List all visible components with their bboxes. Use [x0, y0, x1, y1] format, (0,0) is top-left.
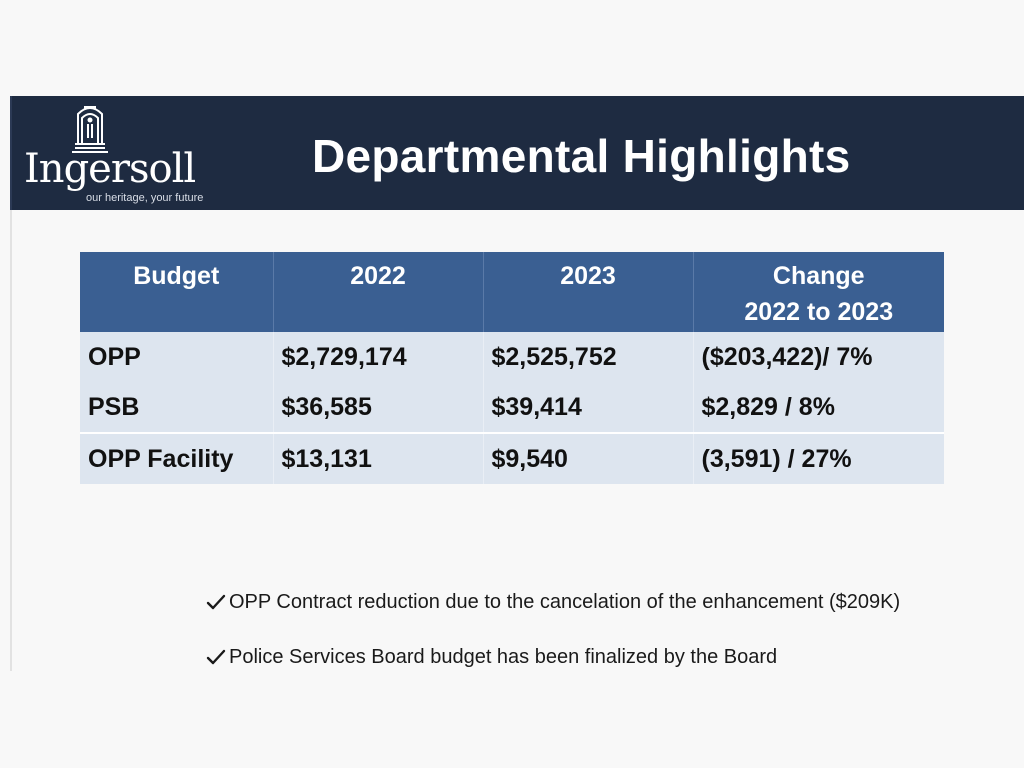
- checkmark-icon: [206, 649, 226, 665]
- town-hall-tower-icon: [72, 106, 108, 153]
- cell-2023: $9,540: [482, 432, 693, 484]
- cell-change: $2,829 / 8%: [692, 382, 944, 433]
- cell-2022: $2,729,174: [272, 332, 483, 382]
- cell-2023: $39,414: [482, 382, 693, 433]
- table-header-row: Budget 2022 2023 Change 2022 to 2023: [80, 252, 944, 332]
- budget-table: Budget 2022 2023 Change 2022 to 2023 OPP…: [80, 252, 944, 484]
- column-header-budget: Budget: [80, 252, 273, 332]
- table-row: PSB $36,585 $39,414 $2,829 / 8%: [80, 382, 944, 433]
- note-item: Police Services Board budget has been fi…: [205, 641, 985, 673]
- logo-wordmark: Ingersoll: [24, 146, 196, 192]
- cell-change: (3,591) / 27%: [692, 432, 944, 484]
- column-header-2022: 2022: [272, 252, 483, 332]
- ingersoll-logo: Ingersoll our heritage, your future: [20, 100, 220, 208]
- column-header-change: Change 2022 to 2023: [692, 252, 944, 332]
- row-label: PSB: [80, 382, 273, 433]
- cell-2023: $2,525,752: [482, 332, 693, 382]
- notes-list: OPP Contract reduction due to the cancel…: [205, 586, 985, 696]
- table-row: OPP Facility $13,131 $9,540 (3,591) / 27…: [80, 432, 944, 484]
- note-text: OPP Contract reduction due to the cancel…: [229, 590, 901, 613]
- page-title: Departmental Highlights: [312, 130, 851, 182]
- cell-2022: $13,131: [272, 432, 483, 484]
- row-label: OPP Facility: [80, 432, 273, 484]
- note-text: Police Services Board budget has been fi…: [229, 645, 778, 668]
- checkmark-icon: [206, 594, 226, 610]
- cell-2022: $36,585: [272, 382, 483, 433]
- column-header-2023: 2023: [482, 252, 693, 332]
- logo-tagline: our heritage, your future: [86, 192, 204, 204]
- table-row: OPP $2,729,174 $2,525,752 ($203,422)/ 7%: [80, 332, 944, 382]
- header-bar: [0, 96, 1024, 210]
- slide-left-rule: [10, 96, 12, 671]
- change-header-subheader: 2022 to 2023: [744, 298, 894, 326]
- note-item: OPP Contract reduction due to the cancel…: [205, 586, 985, 618]
- change-header-label: Change: [772, 262, 865, 290]
- cell-change: ($203,422)/ 7%: [692, 332, 944, 382]
- row-label: OPP: [80, 332, 273, 382]
